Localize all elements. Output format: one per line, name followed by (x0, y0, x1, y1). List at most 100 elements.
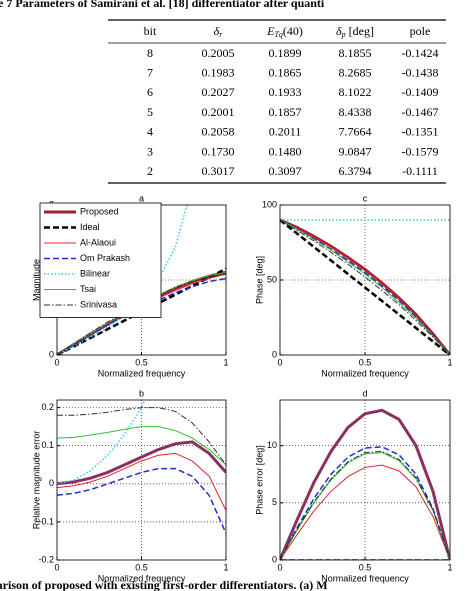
table-cell: -0.1409 (402, 85, 439, 99)
header-symbol: bit (144, 24, 157, 38)
table-cell: 0.1730 (202, 144, 235, 158)
header-subscript: p (341, 30, 346, 39)
table-cell: 0.1983 (202, 65, 235, 79)
x-tick-label: 0.5 (135, 562, 148, 572)
y-axis-label: Phase error [deg] (254, 445, 264, 515)
header-symbol: δ (214, 24, 220, 38)
series-line (57, 452, 226, 511)
series-line (57, 407, 226, 466)
y-tick-label: 10 (267, 440, 277, 450)
y-tick-label: -0.1 (38, 516, 54, 526)
header-subscript: r (219, 30, 223, 39)
table-cell: 0.1899 (269, 46, 302, 60)
legend-box (39, 202, 162, 318)
y-tick-label: 0 (272, 554, 277, 564)
table-cell: 5 (147, 105, 153, 119)
table-header: pole (410, 24, 431, 38)
header-subscript: Tq (274, 30, 282, 39)
y-tick-label: 0 (49, 349, 54, 359)
y-tick-label: 0.1 (41, 440, 54, 450)
table-cell: 4 (147, 125, 153, 139)
series-line (280, 219, 450, 355)
header-symbol: pole (410, 24, 431, 38)
chart-title: c (363, 193, 368, 203)
x-tick-label: 0 (54, 562, 59, 572)
x-tick-label: 0.5 (135, 357, 148, 367)
table-cell: 8.2685 (339, 65, 372, 79)
table-cell: 0.1857 (269, 105, 302, 119)
table-cell: 0.1480 (269, 144, 302, 158)
table-cell: -0.1351 (402, 125, 439, 139)
series-line (57, 467, 226, 534)
series-line (280, 464, 450, 560)
table-cell: 0.3097 (269, 164, 302, 178)
x-tick-label: 0 (277, 562, 282, 572)
series-line (280, 219, 450, 355)
table-cell: -0.1111 (402, 164, 438, 178)
y-axis-label: Relative magnitude error (31, 431, 41, 530)
table-cell: -0.1438 (402, 65, 439, 79)
table-cell: 8.1022 (339, 85, 372, 99)
chart-title: a (139, 193, 144, 203)
y-tick-label: -0.2 (38, 554, 54, 564)
series-line (280, 219, 450, 355)
table-cell: 0.2011 (269, 125, 302, 139)
legend-label: Bilinear (80, 268, 110, 278)
series-line (280, 446, 450, 560)
table-cell: 0.2001 (202, 105, 235, 119)
legend-label: Srinivasa (80, 299, 117, 309)
table-caption: e 7 Parameters of Samirani et al. [18] d… (0, 0, 325, 10)
x-tick-label: 1 (447, 357, 452, 367)
series-line (280, 450, 450, 560)
y-tick-label: 100 (262, 199, 277, 209)
table-cell: 0.1865 (269, 65, 302, 79)
table-cell: 7 (147, 65, 153, 79)
legend-label: Om Prakash (80, 253, 130, 263)
x-tick-label: 0.5 (359, 562, 372, 572)
legend-label: Ideal (80, 222, 100, 232)
x-tick-label: 1 (223, 357, 228, 367)
table-header: δp [deg] (336, 24, 374, 39)
x-tick-label: 1 (223, 562, 228, 572)
header-rest: (40) (283, 24, 303, 38)
table-cell: 8 (147, 46, 153, 60)
x-axis-label: Normalized frequency (321, 368, 409, 378)
table-header: ETq(40) (266, 24, 303, 39)
legend-label: Proposed (80, 206, 119, 216)
chart-title: b (139, 388, 144, 398)
table-cell: 0.2058 (202, 125, 235, 139)
table-cell: 9.0847 (339, 144, 372, 158)
chart-title: d (362, 388, 367, 398)
y-axis-label: Magnitude (31, 259, 41, 301)
series-line (280, 219, 450, 355)
table-cell: 3 (147, 144, 153, 158)
table-cell: -0.1424 (402, 46, 439, 60)
table-cell: 0.3017 (202, 164, 235, 178)
table-cell: -0.1579 (402, 144, 439, 158)
series-line (57, 426, 226, 466)
header-symbol: δ (336, 24, 342, 38)
table-cell: 7.7664 (339, 125, 372, 139)
series-group (57, 400, 226, 534)
series-line (57, 440, 226, 486)
figure-caption: mparison of proposed with existing first… (0, 578, 328, 591)
x-axis-label: Normalized frequency (98, 573, 186, 583)
x-axis-label: Normalized frequency (321, 573, 409, 583)
plot-frame (56, 399, 227, 561)
y-tick-label: 5 (272, 497, 277, 507)
series-group (280, 218, 450, 355)
x-tick-label: 0.5 (359, 357, 372, 367)
series-group (280, 408, 450, 560)
y-axis-label: Phase [deg] (254, 256, 264, 304)
y-tick-label: 0 (49, 478, 54, 488)
series-line (280, 408, 450, 560)
table-header: bit (144, 24, 157, 38)
series-line (57, 277, 226, 355)
table-cell: 6 (147, 85, 153, 99)
series-line (57, 205, 188, 355)
table-cell: -0.1467 (402, 105, 439, 119)
plot-frame (279, 204, 451, 356)
series-line (57, 400, 146, 485)
table-header: δr (214, 24, 224, 39)
